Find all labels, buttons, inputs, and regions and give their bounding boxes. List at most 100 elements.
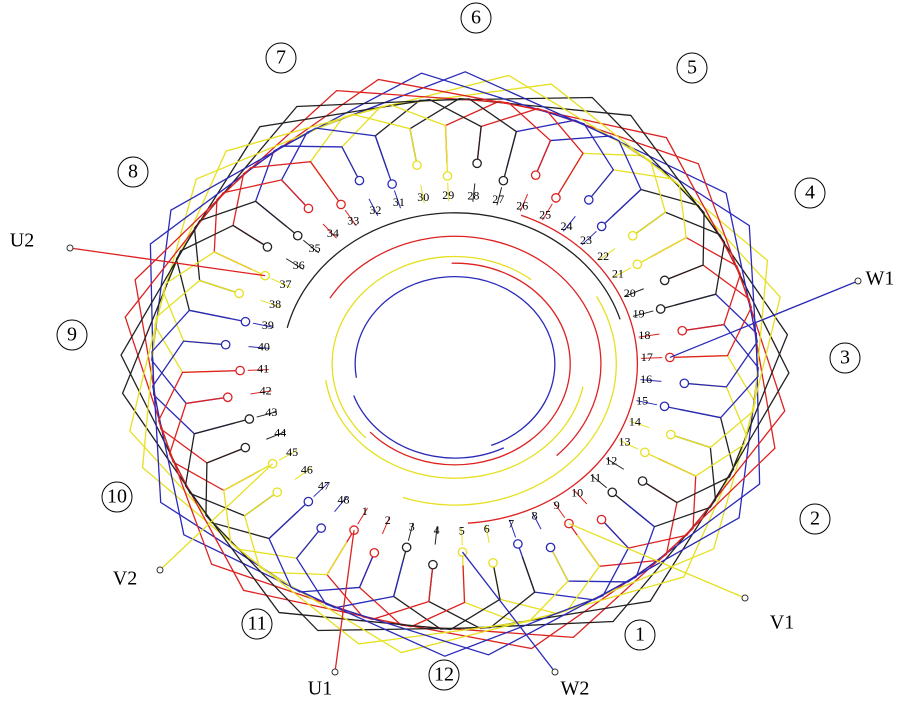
slot-number: 35 bbox=[309, 241, 321, 255]
connector bbox=[660, 402, 668, 410]
slot-number: 19 bbox=[633, 307, 645, 321]
connector bbox=[656, 305, 664, 313]
connector bbox=[499, 176, 507, 184]
region-number: 7 bbox=[276, 47, 286, 69]
connector bbox=[597, 222, 605, 230]
slot-number: 37 bbox=[279, 277, 291, 291]
slot-number: 33 bbox=[347, 213, 359, 227]
slot-number: 40 bbox=[258, 340, 270, 354]
region-number: 6 bbox=[471, 7, 481, 29]
region-number: 3 bbox=[840, 347, 850, 369]
slot-number: 29 bbox=[442, 188, 454, 202]
slot-number: 24 bbox=[560, 219, 572, 233]
region-number: 2 bbox=[810, 508, 820, 530]
terminal-point bbox=[855, 278, 861, 284]
slot-number: 14 bbox=[629, 415, 641, 429]
slot-number: 43 bbox=[265, 405, 277, 419]
region-number: 5 bbox=[687, 57, 697, 79]
winding-diagram: 1234567891011121314151617181920212223242… bbox=[0, 0, 917, 709]
slot-number: 7 bbox=[508, 516, 514, 530]
connector bbox=[514, 540, 522, 548]
slot-number: 13 bbox=[619, 435, 631, 449]
slot-number: 4 bbox=[434, 523, 440, 537]
slot-number: 32 bbox=[369, 203, 381, 217]
slot-number: 28 bbox=[467, 189, 479, 203]
connector bbox=[678, 327, 686, 335]
terminal-point bbox=[332, 669, 338, 675]
slot-number: 6 bbox=[484, 521, 490, 535]
connector bbox=[633, 260, 641, 268]
connector bbox=[489, 559, 497, 567]
connector bbox=[304, 497, 312, 505]
connector bbox=[294, 231, 302, 239]
connector bbox=[629, 232, 637, 240]
slot-number: 38 bbox=[269, 297, 281, 311]
region-number: 4 bbox=[805, 182, 815, 204]
connector bbox=[235, 289, 243, 297]
connector bbox=[221, 340, 229, 348]
connector bbox=[337, 200, 345, 208]
terminal-label: W2 bbox=[561, 678, 590, 700]
connector bbox=[585, 196, 593, 204]
slot-number: 26 bbox=[516, 198, 528, 212]
connector bbox=[641, 448, 649, 456]
connector bbox=[245, 415, 253, 423]
connector bbox=[370, 549, 378, 557]
terminal-label: V1 bbox=[770, 612, 794, 634]
connector bbox=[241, 317, 249, 325]
connector bbox=[546, 543, 554, 551]
terminal-point bbox=[157, 567, 163, 573]
connector bbox=[597, 515, 605, 523]
slot-number: 34 bbox=[327, 226, 339, 240]
terminal-point bbox=[552, 669, 558, 675]
connector bbox=[660, 276, 668, 284]
slot-number: 31 bbox=[393, 195, 405, 209]
slot-number: 18 bbox=[638, 328, 650, 342]
connector bbox=[531, 171, 539, 179]
terminal-label: V2 bbox=[113, 568, 137, 590]
slot-number: 41 bbox=[257, 362, 269, 376]
slot-number: 20 bbox=[624, 286, 636, 300]
slot-number: 25 bbox=[539, 207, 551, 221]
connector bbox=[473, 159, 481, 167]
slot-number: 27 bbox=[492, 192, 504, 206]
connector bbox=[429, 560, 437, 568]
connector bbox=[608, 488, 616, 496]
connector bbox=[552, 194, 560, 202]
connector bbox=[443, 172, 451, 180]
slot-number: 22 bbox=[597, 249, 609, 263]
connector bbox=[413, 161, 421, 169]
connector bbox=[355, 176, 363, 184]
slot-number: 39 bbox=[262, 318, 274, 332]
slot-number: 8 bbox=[532, 509, 538, 523]
connector bbox=[388, 180, 396, 188]
terminal-label: U1 bbox=[308, 678, 332, 700]
connector bbox=[667, 430, 675, 438]
slot-number: 15 bbox=[636, 394, 648, 408]
slot-number: 46 bbox=[301, 463, 313, 477]
slot-number: 45 bbox=[286, 445, 298, 459]
slot-number: 23 bbox=[580, 233, 592, 247]
connector bbox=[263, 243, 271, 251]
connector bbox=[236, 366, 244, 374]
region-number: 9 bbox=[67, 324, 77, 346]
slot-number: 47 bbox=[318, 479, 330, 493]
slot-number: 10 bbox=[571, 485, 583, 499]
slot-number: 42 bbox=[260, 383, 272, 397]
region-number: 1 bbox=[635, 624, 645, 646]
slot-number: 3 bbox=[409, 519, 415, 533]
terminal-label: W1 bbox=[866, 268, 895, 290]
slot-number: 30 bbox=[417, 190, 429, 204]
connector bbox=[317, 524, 325, 532]
slot-number: 12 bbox=[605, 453, 617, 467]
connector bbox=[402, 543, 410, 551]
connector bbox=[241, 443, 249, 451]
slot-number: 11 bbox=[590, 470, 602, 484]
connector bbox=[638, 477, 646, 485]
slot-number: 17 bbox=[641, 350, 653, 364]
connector bbox=[273, 488, 281, 496]
terminal-label: U2 bbox=[10, 230, 34, 252]
region-number: 8 bbox=[128, 161, 138, 183]
slot-number: 48 bbox=[338, 493, 350, 507]
region-number: 11 bbox=[247, 613, 266, 635]
